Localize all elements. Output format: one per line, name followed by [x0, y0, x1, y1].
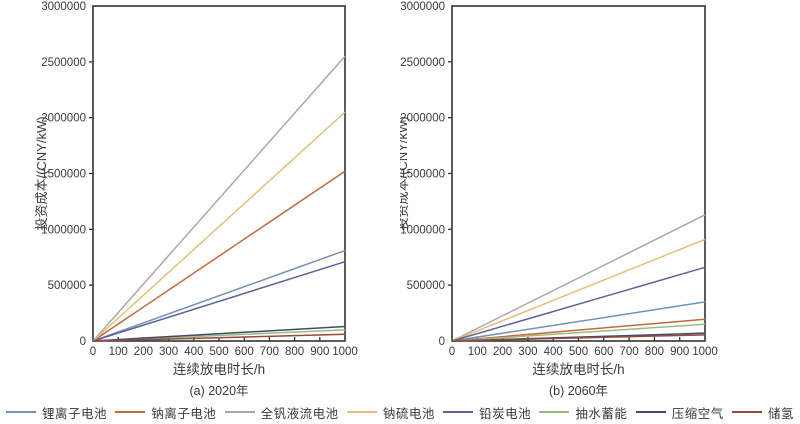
x-tick-label: 500: [569, 346, 588, 358]
legend-item-铅炭电池: 铅炭电池: [443, 403, 531, 422]
series-line-铅炭电池: [92, 261, 346, 342]
x-tick-label: 600: [594, 346, 613, 358]
legend-label: 钠硫电池: [382, 406, 435, 421]
y-tick-label: 500000: [407, 280, 445, 292]
legend-label: 钠离子电池: [151, 406, 217, 421]
x-tick-label: 100: [109, 346, 128, 358]
y-tick-label: 1000000: [41, 224, 86, 236]
x-tick-label: 800: [285, 346, 304, 358]
y-tick-label: 500000: [48, 280, 86, 292]
legend-item-全钒液流电池: 全钒液流电池: [224, 403, 339, 422]
x-tick-label: 300: [159, 346, 178, 358]
y-tick-label: 1500000: [400, 169, 445, 181]
chart-2020: 0 500000 1000000 1500000 2000000 2500000 30000…: [0, 0, 400, 400]
legend-label: 锂离子电池: [42, 406, 108, 421]
series-line-钠离子电池: [451, 318, 706, 342]
legend-label: 抽水蓄能: [575, 406, 628, 421]
legend-swatch: [731, 411, 762, 413]
series-line-锂离子电池: [451, 301, 706, 342]
x-tick-label: 300: [518, 346, 537, 358]
plot-frame: [92, 5, 346, 342]
legend-swatch: [224, 411, 255, 413]
x-tick-label: 100: [468, 346, 487, 358]
x-tick-label: 200: [134, 346, 153, 358]
x-axis-label: 连续放电时长/h: [532, 362, 624, 377]
legend-label: 铅炭电池: [479, 406, 532, 421]
x-tick-label: 1000: [332, 346, 358, 358]
x-tick-label: 500: [209, 346, 228, 358]
y-tick-label: 2500000: [400, 57, 445, 69]
series-line-抽水蓄能: [451, 323, 706, 342]
series-line-储氢: [92, 333, 346, 342]
y-tick-label: 1500000: [41, 169, 86, 181]
series-line-钠离子电池: [92, 170, 346, 342]
x-tick-label: 700: [260, 346, 279, 358]
legend-item-钠硫电池: 钠硫电池: [346, 403, 435, 422]
y-tick-label: 3000000: [400, 1, 445, 13]
legend-label: 储氢: [767, 406, 794, 421]
charts-row: 0 500000 1000000 1500000 2000000 2500000 30000…: [0, 0, 800, 400]
x-axis-label: 连续放电时长/h: [173, 362, 265, 377]
legend-item-压缩空气: 压缩空气: [635, 403, 724, 422]
legend-item-钠离子电池: 钠离子电池: [115, 403, 216, 422]
series-line-储氢: [451, 334, 706, 342]
y-tick-label: 2000000: [400, 113, 445, 125]
legend-item-抽水蓄能: 抽水蓄能: [539, 403, 627, 422]
legend-swatch: [115, 411, 146, 413]
series-line-全钒液流电池: [451, 214, 706, 342]
y-axis-label: 投资成本/(CNY/kW): [400, 116, 410, 230]
x-tick-label: 1000: [692, 346, 718, 358]
legend-swatch: [635, 411, 666, 413]
legend-swatch: [539, 411, 570, 413]
legend: 锂离子电池 钠离子电池 全钒液流电池 钠硫电池 铅炭电池 抽水蓄能 压缩空气 储氢: [0, 401, 800, 423]
legend-swatch: [443, 411, 474, 413]
y-axis-label: 投资成本/(CNY/kW): [34, 116, 49, 230]
x-tick-label: 900: [310, 346, 329, 358]
x-tick-label: 0: [449, 346, 455, 358]
x-tick-label: 400: [544, 346, 563, 358]
legend-swatch: [346, 411, 377, 413]
x-tick-label: 800: [645, 346, 664, 358]
chart-caption: (b) 2060年: [549, 384, 608, 398]
series-line-压缩空气: [92, 325, 346, 342]
series-line-钠硫电池: [451, 238, 706, 342]
legend-item-储氢: 储氢: [731, 403, 794, 422]
x-tick-label: 600: [235, 346, 254, 358]
x-tick-label: 0: [90, 346, 96, 358]
chart-2020-svg: 0 500000 1000000 1500000 2000000 2500000 30000…: [34, 1, 358, 398]
series-line-全钒液流电池: [92, 55, 346, 342]
y-tick-label: 0: [80, 336, 86, 348]
legend-label: 压缩空气: [671, 406, 724, 421]
legend-swatch: [6, 411, 36, 413]
x-tick-label: 200: [493, 346, 512, 358]
legend-label: 全钒液流电池: [260, 406, 339, 421]
chart-caption: (a) 2020年: [189, 384, 248, 398]
y-tick-label: 0: [439, 336, 445, 348]
x-tick-label: 900: [670, 346, 689, 358]
y-tick-label: 2000000: [41, 113, 86, 125]
x-tick-label: 700: [620, 346, 639, 358]
y-tick-label: 2500000: [41, 57, 86, 69]
series-line-锂离子电池: [92, 249, 346, 342]
chart-2060-svg: 0 500000 1000000 1500000 2000000 2500000 30000…: [400, 1, 718, 398]
y-tick-label: 3000000: [41, 1, 86, 13]
x-tick-label: 400: [184, 346, 203, 358]
y-tick-label: 1000000: [400, 224, 445, 236]
series-line-钠硫电池: [92, 111, 346, 342]
series-line-铅炭电池: [451, 266, 706, 342]
chart-2060: 0 500000 1000000 1500000 2000000 2500000 30000…: [400, 0, 800, 400]
legend-item-锂离子电池: 锂离子电池: [6, 403, 107, 422]
